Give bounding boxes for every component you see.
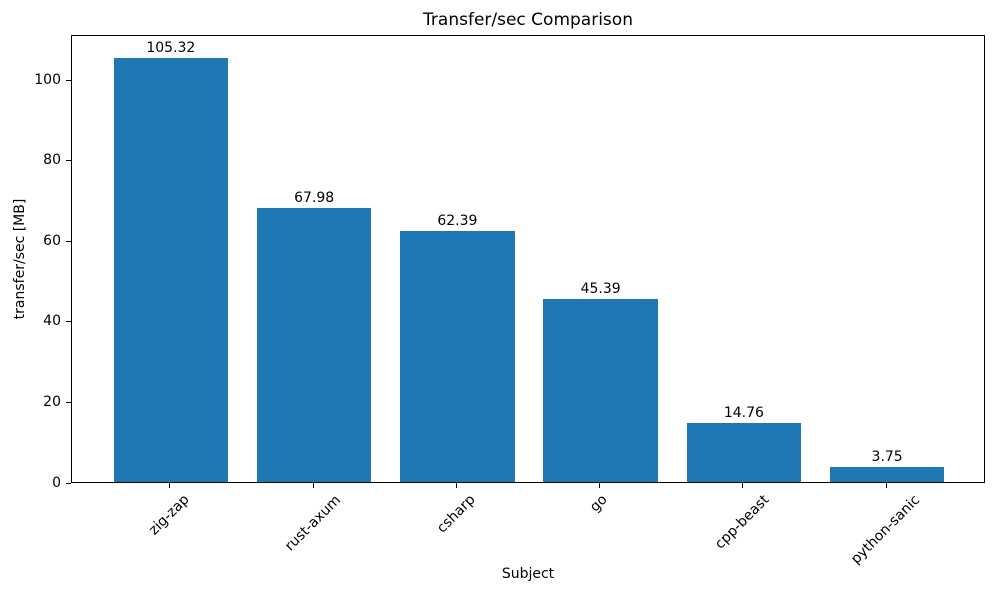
plot-area: 105.32 67.98 62.39 45.39 14.76 3.75	[71, 35, 985, 483]
bar-rust-axum	[256, 208, 372, 482]
y-tick-label: 60	[43, 232, 61, 249]
chart-title: Transfer/sec Comparison	[423, 10, 633, 30]
x-tick-mark	[742, 483, 744, 488]
x-tick-mark	[885, 483, 887, 488]
bar-value-label: 67.98	[294, 190, 335, 207]
x-tick-label: cpp-beast	[712, 491, 773, 553]
x-tick-mark	[169, 483, 171, 488]
y-tick-label: 80	[43, 152, 61, 169]
y-tick-label: 0	[52, 474, 61, 491]
x-tick-mark	[455, 483, 457, 488]
y-tick-label: 100	[34, 71, 61, 88]
bar-value-label: 105.32	[146, 39, 196, 56]
bar-value-label: 62.39	[437, 212, 478, 229]
y-axis-label: transfer/sec [MB]	[12, 198, 28, 320]
bar-zig-zap	[113, 57, 229, 482]
y-tick-mark	[66, 401, 71, 403]
y-tick-label: 40	[43, 313, 61, 330]
x-tick-mark	[312, 483, 314, 488]
bar-value-label: 14.76	[723, 404, 764, 421]
x-tick-label: csharp	[433, 491, 479, 537]
bar-value-label: 3.75	[871, 448, 903, 465]
x-axis-label: Subject	[501, 566, 555, 582]
y-tick-label: 20	[43, 393, 61, 410]
y-tick-mark	[66, 321, 71, 323]
y-tick-mark	[66, 240, 71, 242]
bar-cpp-beast	[686, 422, 802, 482]
x-tick-label: python-sanic	[848, 491, 924, 568]
bar-value-label: 45.39	[580, 281, 621, 298]
x-tick-label: go	[587, 491, 612, 516]
x-tick-label: rust-axum	[281, 491, 344, 555]
y-tick-mark	[66, 160, 71, 162]
y-tick-mark	[66, 482, 71, 484]
x-tick-mark	[599, 483, 601, 488]
x-tick-label: zig-zap	[146, 491, 193, 539]
bar-go	[543, 299, 658, 482]
bar-csharp	[400, 230, 515, 482]
bar-python-sanic	[829, 466, 945, 482]
y-tick-mark	[66, 79, 71, 81]
